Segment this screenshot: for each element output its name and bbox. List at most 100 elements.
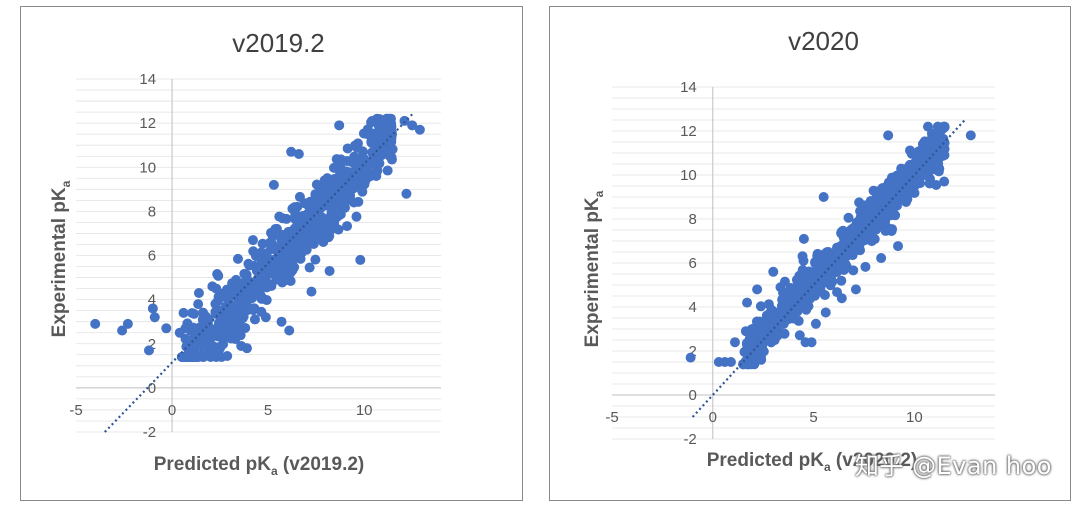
data-point: [122, 318, 133, 329]
data-point: [819, 290, 830, 301]
data-points: [685, 121, 976, 370]
y-tick-label: 8: [148, 203, 156, 220]
data-point: [752, 284, 763, 295]
data-point: [729, 337, 740, 348]
data-point: [351, 211, 362, 222]
data-point: [401, 188, 412, 199]
chart-panel-v2019: v2019.2 -2 0 2 4 6 8 10 12 14 -5 0 5 10 Predicted pKa …: [20, 6, 523, 501]
y-tick-label: 12: [139, 115, 156, 132]
data-point: [184, 343, 195, 354]
y-axis-label: Experimental pKa: [582, 190, 606, 347]
y-tick-label: 8: [688, 211, 696, 228]
data-point: [922, 121, 933, 132]
data-point: [182, 351, 193, 362]
data-point: [820, 307, 831, 318]
data-point: [218, 331, 229, 342]
data-point: [261, 277, 272, 288]
data-point: [874, 197, 885, 208]
data-point: [284, 325, 295, 336]
data-point: [362, 165, 373, 176]
data-point: [768, 311, 779, 322]
y-tick-label: 0: [148, 380, 156, 397]
data-point: [848, 265, 859, 276]
data-point: [902, 194, 913, 205]
data-point: [902, 178, 913, 189]
data-point: [240, 276, 251, 287]
data-point: [798, 233, 809, 244]
data-point: [213, 351, 224, 362]
data-point: [193, 299, 204, 310]
data-point: [254, 284, 265, 295]
data-point: [939, 121, 950, 132]
data-point: [386, 152, 397, 163]
data-point: [221, 308, 232, 319]
data-point: [748, 332, 759, 343]
data-point: [886, 172, 897, 183]
data-point: [147, 303, 158, 314]
data-point: [725, 357, 736, 367]
data-point: [810, 318, 821, 329]
data-point: [207, 331, 218, 342]
data-point: [755, 301, 766, 312]
data-point: [161, 323, 172, 334]
data-point: [197, 314, 208, 325]
y-tick-label: 0: [688, 387, 696, 404]
x-tick-label: 5: [264, 402, 272, 419]
data-point: [812, 271, 823, 282]
chart-panel-v2020: v2020 -2 0 2 4 6 8 10 12 14 -5 0 5 10 Predicted pKa (v…: [549, 6, 1071, 501]
data-point: [859, 212, 870, 223]
data-point: [913, 156, 924, 167]
data-point: [227, 283, 238, 294]
data-point: [249, 314, 260, 325]
data-point: [328, 162, 339, 173]
data-point: [149, 312, 160, 323]
data-point: [293, 214, 304, 225]
data-point: [387, 144, 398, 155]
data-point: [414, 124, 425, 135]
data-point: [893, 241, 904, 252]
data-point: [876, 253, 887, 264]
data-point: [359, 179, 370, 190]
data-point: [786, 293, 797, 304]
y-tick-label: -2: [683, 431, 696, 448]
data-point: [240, 322, 251, 333]
y-tick-label: 12: [680, 123, 697, 140]
data-point: [117, 325, 128, 336]
data-point: [294, 247, 305, 258]
data-point: [215, 343, 226, 354]
x-tick-label: -5: [69, 402, 82, 419]
data-point: [282, 274, 293, 285]
data-point: [281, 213, 292, 224]
data-point: [279, 250, 290, 261]
data-point: [926, 154, 937, 165]
data-point: [850, 284, 861, 295]
data-point: [180, 323, 191, 334]
y-tick-label: 14: [139, 71, 156, 88]
data-point: [746, 359, 757, 370]
data-point: [883, 208, 894, 219]
data-point: [407, 120, 418, 131]
data-point: [836, 293, 847, 304]
data-point: [252, 250, 263, 261]
y-tick-label: 6: [688, 255, 696, 272]
data-point: [763, 299, 774, 310]
x-axis-label: Predicted pKa (v2020.2): [707, 450, 918, 474]
y-tick-label: 4: [148, 292, 156, 309]
data-point: [810, 257, 821, 268]
data-point: [386, 118, 397, 129]
chart-title: v2019.2: [232, 28, 325, 58]
data-point: [838, 264, 849, 275]
y-tick-label: 6: [148, 248, 156, 265]
data-point: [352, 142, 363, 153]
data-point: [189, 308, 200, 319]
data-point: [777, 294, 788, 305]
data-point: [268, 268, 279, 279]
watermark: 知乎 @Evan hoo: [854, 452, 1052, 480]
data-point: [798, 255, 809, 266]
data-point: [247, 235, 258, 246]
data-point: [190, 351, 201, 362]
data-point: [358, 128, 369, 139]
data-point: [178, 307, 189, 318]
data-points: [90, 113, 425, 362]
data-point: [229, 314, 240, 325]
